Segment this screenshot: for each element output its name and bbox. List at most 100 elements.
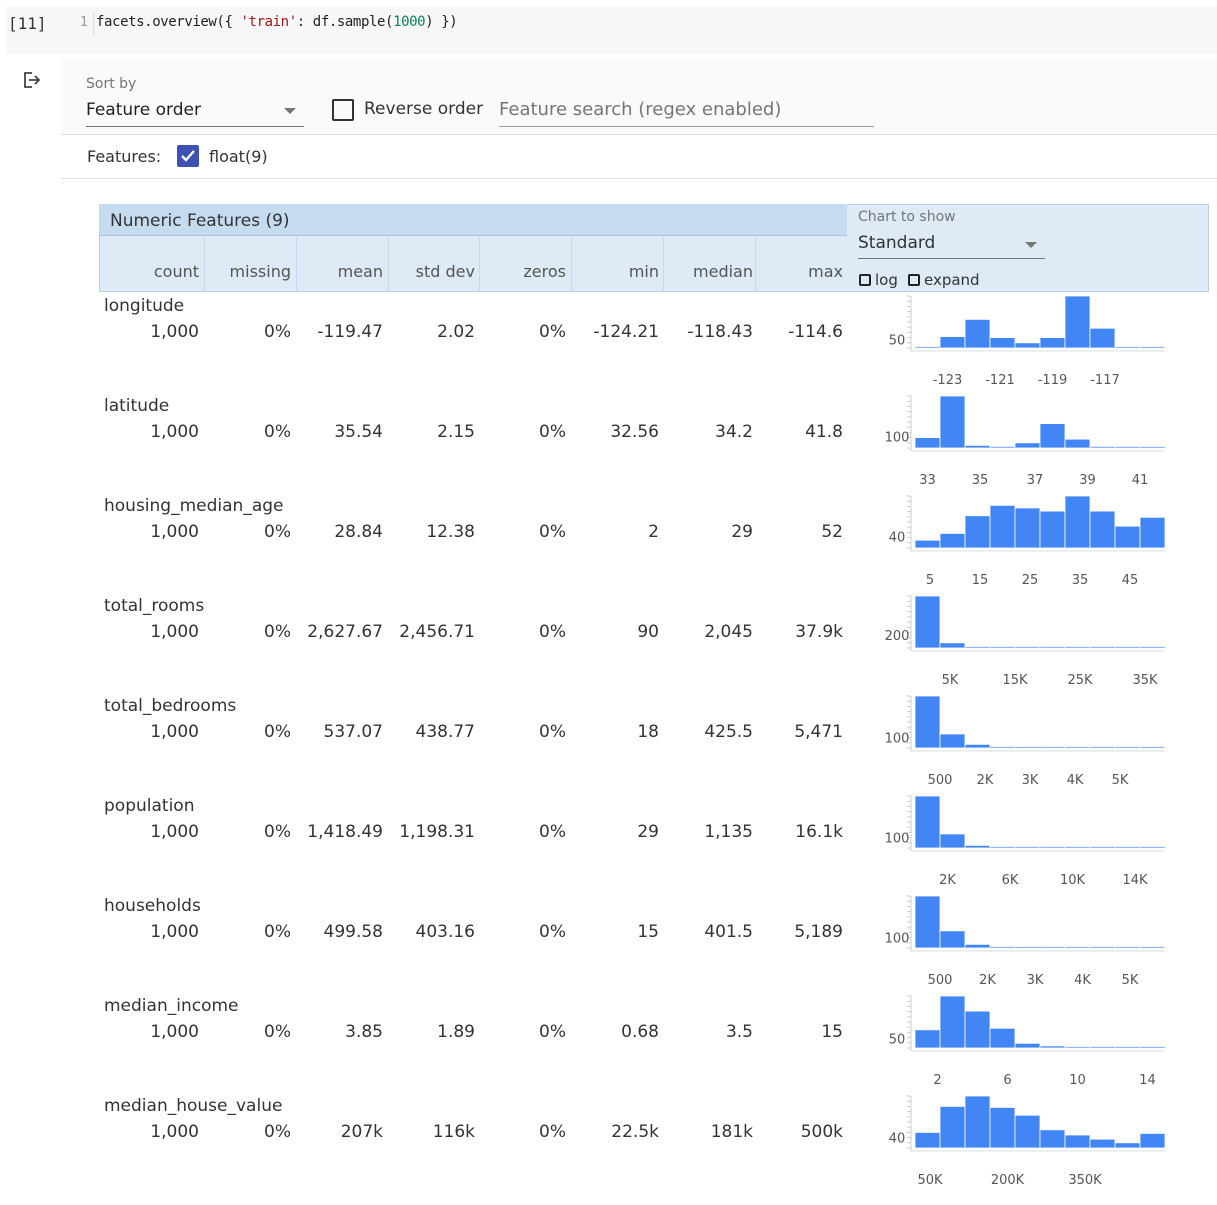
histogram-bar: [964, 1095, 991, 1149]
sort-by-dropdown[interactable]: Feature order: [86, 96, 304, 127]
code-cell[interactable]: [6, 6, 1217, 54]
reverse-order-label[interactable]: Reverse order: [364, 99, 484, 119]
code-line[interactable]: facets.overview({ 'train': df.sample(100…: [96, 14, 458, 30]
histogram-bar: [1039, 846, 1066, 849]
histogram-x-label: -117: [1090, 373, 1120, 388]
stat-cell-min: 0.68: [621, 1022, 659, 1042]
histogram-x-label: 200K: [991, 1173, 1025, 1188]
stat-cell-median: 181k: [710, 1122, 753, 1142]
histogram-chart: 200 5K 15K 25K 35K: [885, 595, 1166, 688]
histogram-bar: [1139, 346, 1166, 349]
histogram-y-label: 50: [889, 1033, 906, 1048]
stat-cell-missing: 0%: [264, 1022, 291, 1042]
histogram-x-label: 14K: [1122, 873, 1148, 888]
stat-cell-mean: 499.58: [323, 922, 383, 942]
stat-cell-missing: 0%: [264, 822, 291, 842]
histogram-bar: [989, 946, 1016, 949]
histogram-y-label: 200: [885, 629, 910, 644]
histogram-bar: [989, 846, 1016, 849]
feature-row: median_house_value 1,000 0% 207k 116k 0% 22.5k…: [0, 1095, 1217, 1196]
feature-name: longitude: [104, 296, 185, 316]
histogram-bar: [1139, 1133, 1166, 1149]
column-divider: [755, 237, 756, 292]
log-label[interactable]: log: [875, 271, 898, 289]
histogram-x-label: 45: [1122, 573, 1139, 588]
histogram-bar: [964, 1010, 991, 1049]
histogram-bar: [1139, 516, 1166, 549]
feature-search-field[interactable]: [499, 96, 874, 127]
histogram-chart: 50 -123 -121 -119 -117: [889, 295, 1166, 388]
stat-cell-missing: 0%: [264, 1122, 291, 1142]
expand-label[interactable]: expand: [924, 271, 980, 289]
float-features-label[interactable]: float(9): [209, 147, 268, 166]
histogram-bar: [1039, 746, 1066, 749]
stat-cell-median: 401.5: [704, 922, 753, 942]
stat-cell-max: 37.9k: [795, 622, 843, 642]
histogram-x-label: 3K: [1022, 773, 1039, 788]
histogram-bar: [1089, 846, 1116, 849]
histogram-bar: [1139, 1046, 1166, 1049]
column-header[interactable]: min: [628, 262, 659, 281]
checkmark-icon: [181, 150, 195, 162]
histogram-bar: [1139, 946, 1166, 949]
histogram-bar: [939, 336, 966, 349]
histogram-y-label: 40: [889, 1132, 906, 1147]
float-features-checkbox[interactable]: [177, 145, 199, 167]
column-header[interactable]: zeros: [523, 262, 566, 281]
histogram-x-label: 41: [1132, 473, 1149, 488]
histogram-bar: [989, 504, 1016, 549]
column-header[interactable]: mean: [337, 262, 383, 281]
chart-to-show-dropdown[interactable]: Standard: [858, 230, 1045, 259]
stat-cell-mean: -119.47: [317, 322, 383, 342]
histogram-bar: [1064, 1046, 1091, 1049]
column-header[interactable]: median: [693, 262, 753, 281]
histogram-bar: [1139, 846, 1166, 849]
histogram-x-label: 4K: [1074, 973, 1091, 988]
stat-cell-max: -114.6: [788, 322, 843, 342]
histogram-bar: [1064, 846, 1091, 849]
column-header[interactable]: std dev: [415, 262, 475, 281]
histogram-x-label: 3K: [1027, 973, 1044, 988]
column-header[interactable]: count: [153, 262, 199, 281]
histogram-x-label: 37: [1027, 473, 1044, 488]
feature-row: total_bedrooms 1,000 0% 537.07 438.77 0% 18 425…: [0, 695, 1217, 796]
reverse-order-checkbox[interactable]: [332, 99, 354, 121]
histogram-y-label: 100: [885, 832, 910, 847]
histogram-bar: [1039, 946, 1066, 949]
histogram-bar: [989, 646, 1016, 649]
histogram-bar: [964, 445, 991, 449]
histogram-bar: [939, 533, 966, 549]
histogram-bar: [1089, 646, 1116, 649]
histogram-bar: [914, 895, 941, 949]
output-redirect-icon[interactable]: [22, 70, 42, 90]
stat-cell-std: 1.89: [437, 1022, 475, 1042]
histogram-bar: [989, 746, 1016, 749]
histogram-x-label: -119: [1038, 373, 1068, 388]
histogram-y-label: 100: [885, 431, 910, 446]
histogram-y-label: 40: [889, 531, 906, 546]
column-header[interactable]: max: [808, 262, 843, 281]
stat-cell-missing: 0%: [264, 522, 291, 542]
feature-name: median_income: [104, 996, 239, 1016]
stat-cell-zeros: 0%: [539, 1122, 566, 1142]
stat-cell-missing: 0%: [264, 322, 291, 342]
histogram-bar: [1039, 1045, 1066, 1049]
column-header[interactable]: missing: [229, 262, 291, 281]
stat-cell-median: 29: [731, 522, 753, 542]
column-divider: [204, 237, 205, 292]
histogram-bar: [1064, 946, 1091, 949]
histogram-x-label: 350K: [1068, 1173, 1102, 1188]
histogram-x-label: 5K: [1112, 773, 1129, 788]
histogram-chart: 50 2 6 10 14: [889, 995, 1166, 1088]
expand-checkbox[interactable]: [908, 274, 920, 286]
stat-cell-max: 52: [821, 522, 843, 542]
stat-cell-std: 2.15: [437, 422, 475, 442]
log-checkbox[interactable]: [859, 274, 871, 286]
stat-cell-max: 41.8: [805, 422, 843, 442]
feature-row: population 1,000 0% 1,418.49 1,198.31 0% 29 1,1…: [0, 795, 1217, 896]
histogram-bar: [1014, 846, 1041, 849]
stat-cell-missing: 0%: [264, 922, 291, 942]
histogram-bar: [1114, 946, 1141, 949]
histogram-bar: [1014, 1042, 1041, 1049]
feature-search-input[interactable]: [499, 99, 869, 120]
